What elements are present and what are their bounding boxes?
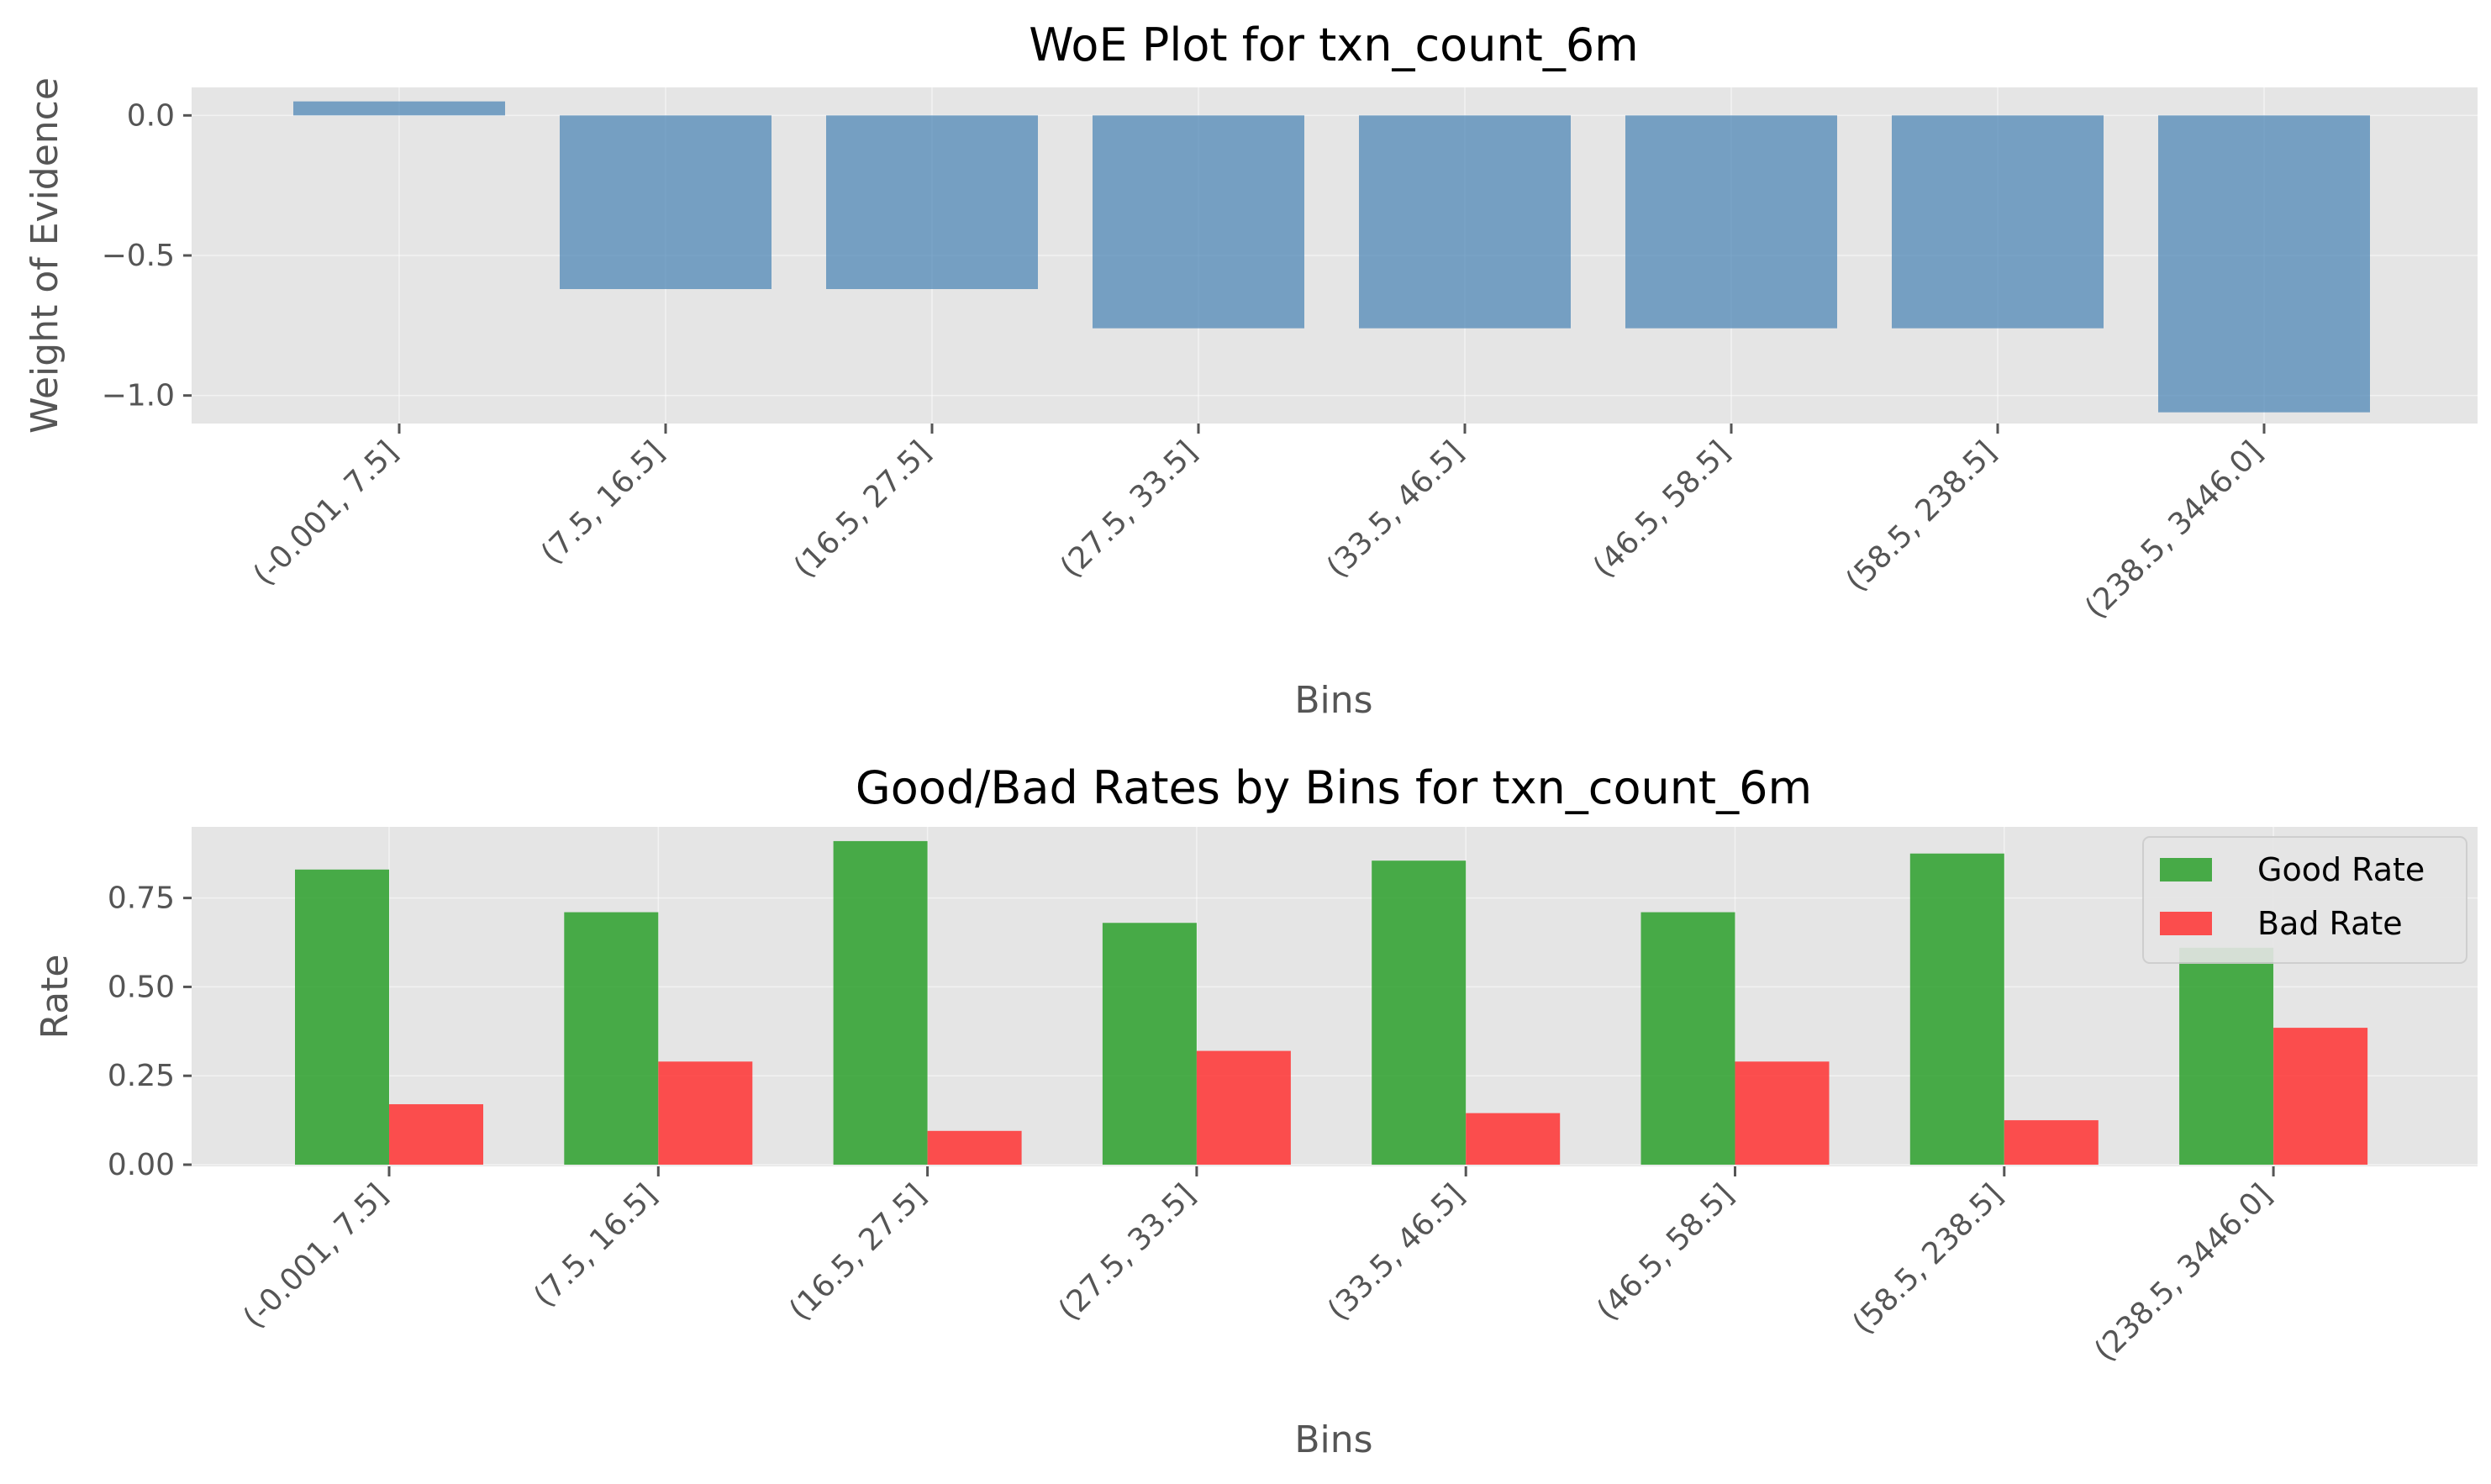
rates-x-tick-label: (7.5, 16.5] (527, 1177, 663, 1313)
rates-y-ticks: 0.00 0.25 0.50 0.75 (108, 881, 192, 1182)
woe-y-tick-label: −1.0 (102, 379, 175, 413)
bad-rate-bar (2004, 1120, 2099, 1165)
woe-x-tick-label: (46.5, 58.5] (1587, 434, 1736, 584)
woe-x-tick-label: (7.5, 16.5] (535, 434, 671, 571)
rates-x-tick-label: (46.5, 58.5] (1590, 1177, 1740, 1327)
bad-rate-bar (389, 1104, 483, 1165)
legend: Good Rate Bad Rate (2142, 836, 2467, 964)
woe-x-tick-label: (238.5, 3446.0] (2078, 434, 2269, 625)
bad-rate-bar (658, 1061, 753, 1165)
woe-y-axis-label: Weight of Evidence (24, 77, 66, 434)
woe-y-tick-label: −0.5 (102, 239, 175, 273)
rates-y-tick-label: 0.25 (108, 1059, 175, 1093)
good-rate-bar (295, 869, 389, 1165)
rates-y-tick-label: 0.75 (108, 881, 175, 916)
woe-chart: WoE Plot for txn_count_6m 0.0 −0.5 −1.0 (-… (24, 18, 2478, 722)
woe-x-tick-label: (-0.001, 7.5] (247, 434, 405, 592)
woe-bar (1359, 115, 1571, 329)
rates-x-tick-label: (16.5, 27.5] (783, 1177, 933, 1327)
woe-bar (1625, 115, 1837, 329)
woe-y-tick-label: 0.0 (127, 98, 175, 133)
good-rate-bar (1640, 912, 1735, 1165)
good-rate-bar (1102, 923, 1197, 1165)
rates-x-ticks: (-0.001, 7.5] (7.5, 16.5] (16.5, 27.5] (27.… (237, 1166, 2278, 1368)
bad-rate-bar (1735, 1061, 1830, 1165)
woe-x-tick-label: (58.5, 238.5] (1840, 434, 2004, 598)
rates-x-tick-label: (238.5, 3446.0] (2088, 1177, 2278, 1368)
good-rate-bar (1909, 853, 2004, 1165)
bad-rate-bar (2273, 1028, 2368, 1165)
good-rate-bar (2179, 947, 2274, 1165)
rates-y-tick-label: 0.00 (108, 1148, 175, 1182)
bad-rate-bar (1196, 1050, 1291, 1165)
woe-y-ticks: 0.0 −0.5 −1.0 (102, 98, 192, 413)
bad-rate-bar (927, 1130, 1022, 1165)
rates-x-tick-label: (58.5, 238.5] (1846, 1177, 2010, 1341)
woe-x-tick-label: (33.5, 46.5] (1320, 434, 1470, 584)
good-rate-bar (833, 840, 928, 1165)
woe-bar (826, 115, 1038, 289)
rates-chart: Good/Bad Rates by Bins for txn_count_6m … (34, 761, 2478, 1461)
woe-bar (293, 101, 505, 116)
rates-y-axis-label: Rate (34, 955, 76, 1039)
rates-x-axis-label: Bins (1294, 1418, 1372, 1461)
rates-y-tick-label: 0.50 (108, 970, 175, 1004)
woe-bars (293, 101, 2370, 413)
woe-x-tick-label: (16.5, 27.5] (787, 434, 937, 584)
legend-label-good-rate: Good Rate (2257, 851, 2425, 888)
legend-swatch-bad-rate (2160, 912, 2212, 935)
rates-x-tick-label: (27.5, 33.5] (1052, 1177, 1202, 1327)
rates-x-tick-label: (33.5, 46.5] (1321, 1177, 1471, 1327)
woe-chart-title: WoE Plot for txn_count_6m (1029, 18, 1639, 71)
woe-bar (1093, 115, 1304, 329)
rates-chart-title: Good/Bad Rates by Bins for txn_count_6m (856, 761, 1812, 814)
rates-plot-area (192, 827, 2478, 1166)
good-rate-bar (564, 912, 659, 1165)
good-rate-bar (1372, 860, 1467, 1165)
legend-label-bad-rate: Bad Rate (2257, 905, 2403, 942)
bad-rate-bar (1466, 1113, 1561, 1165)
rates-x-tick-label: (-0.001, 7.5] (237, 1177, 395, 1335)
woe-x-tick-label: (27.5, 33.5] (1054, 434, 1203, 584)
woe-bar (2158, 115, 2370, 413)
legend-box (2142, 836, 2467, 964)
woe-x-axis-label: Bins (1294, 679, 1372, 722)
legend-swatch-good-rate (2160, 858, 2212, 881)
woe-bar (560, 115, 772, 289)
rates-bars (295, 840, 2368, 1165)
woe-bar (1892, 115, 2104, 329)
woe-x-ticks: (-0.001, 7.5] (7.5, 16.5] (16.5, 27.5] (27.… (247, 424, 2269, 625)
